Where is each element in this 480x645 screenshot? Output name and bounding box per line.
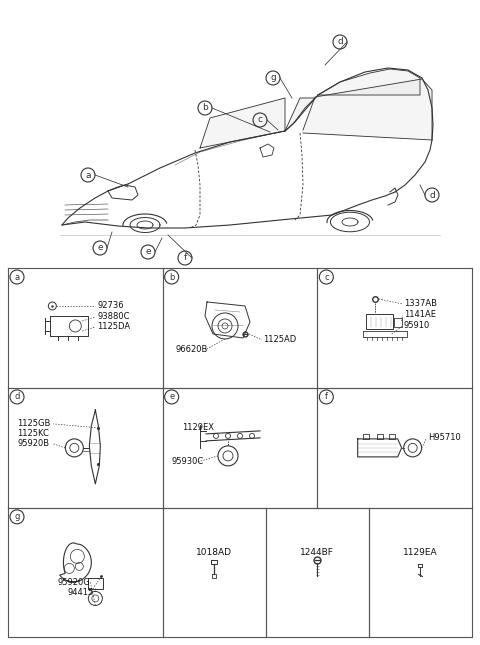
Polygon shape	[318, 69, 420, 95]
Text: 95910: 95910	[404, 321, 430, 330]
Text: 1129EX: 1129EX	[182, 423, 214, 432]
Text: 1129EA: 1129EA	[403, 548, 438, 557]
Text: 1018AD: 1018AD	[196, 548, 232, 557]
Text: c: c	[324, 272, 329, 281]
Text: 1125KC: 1125KC	[17, 430, 49, 439]
Text: 96620B: 96620B	[175, 346, 207, 355]
Text: 1337AB: 1337AB	[404, 299, 437, 308]
Text: 95930C: 95930C	[172, 457, 204, 466]
Text: c: c	[257, 115, 263, 124]
Text: f: f	[325, 392, 328, 401]
Text: e: e	[97, 244, 103, 252]
Text: g: g	[270, 74, 276, 83]
Text: 1141AE: 1141AE	[404, 310, 436, 319]
Text: a: a	[85, 170, 91, 179]
Text: d: d	[337, 37, 343, 46]
Text: f: f	[183, 253, 187, 263]
Polygon shape	[200, 98, 285, 148]
Text: 1125AD: 1125AD	[263, 335, 296, 344]
Text: a: a	[14, 272, 20, 281]
Text: 95920B: 95920B	[17, 439, 49, 448]
Text: g: g	[14, 512, 20, 521]
Text: e: e	[145, 248, 151, 257]
Text: 1244BF: 1244BF	[300, 548, 334, 557]
Text: 95920G: 95920G	[57, 578, 90, 587]
Text: b: b	[202, 103, 208, 112]
Text: 1125GB: 1125GB	[17, 419, 51, 428]
Text: H95710: H95710	[428, 433, 460, 442]
Text: b: b	[169, 272, 174, 281]
Text: e: e	[169, 392, 174, 401]
Text: d: d	[429, 190, 435, 199]
Text: d: d	[14, 392, 20, 401]
Text: 94415: 94415	[67, 588, 94, 597]
Polygon shape	[303, 79, 432, 140]
Text: 1125DA: 1125DA	[97, 322, 131, 332]
Text: 92736: 92736	[97, 301, 124, 310]
Text: 93880C: 93880C	[97, 312, 130, 321]
Polygon shape	[285, 98, 315, 131]
